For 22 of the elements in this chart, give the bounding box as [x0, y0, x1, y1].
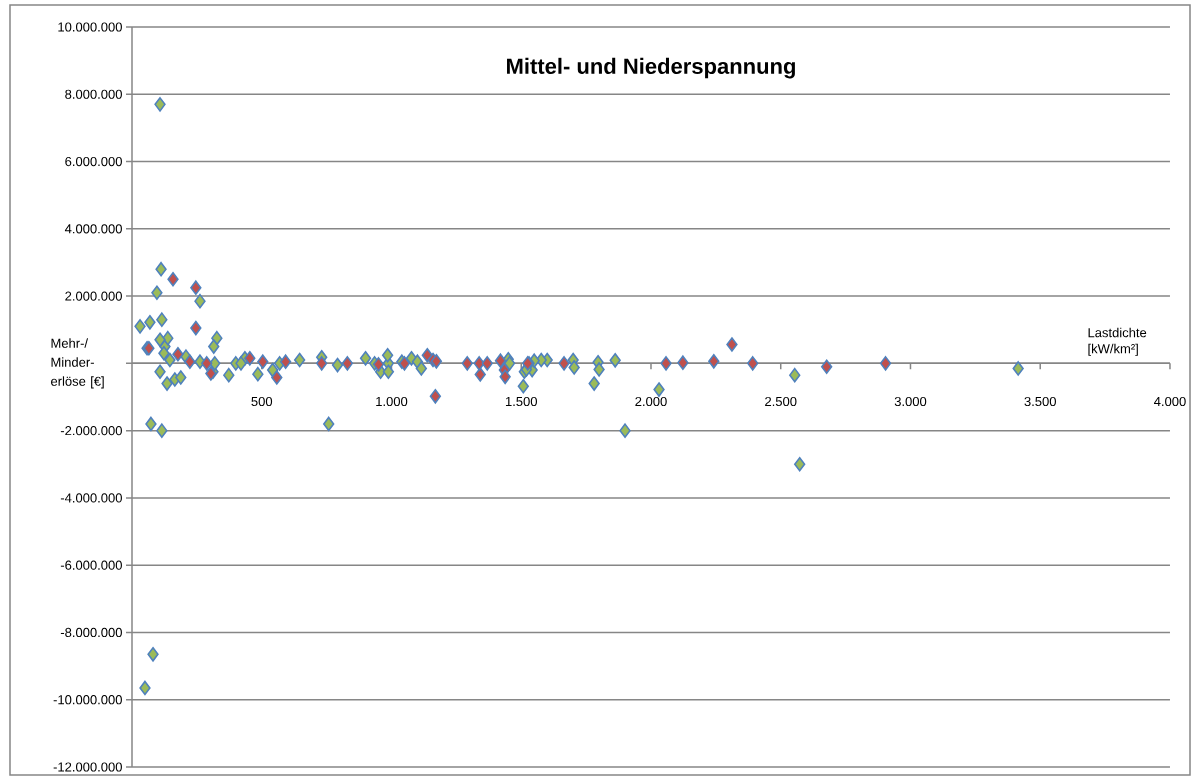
- x-tick-label: 3.500: [1024, 396, 1056, 407]
- y-tick-label: -12.000.000: [53, 762, 122, 772]
- x-tick-label: 1.000: [376, 396, 408, 407]
- y-tick-label: -10.000.000: [53, 695, 122, 705]
- y-axis-title: Mehr-/ Minder-erlöse [€]: [51, 338, 104, 389]
- x-tick-label: 2.500: [765, 396, 797, 407]
- y-tick-label: 4.000.000: [64, 224, 122, 234]
- x-tick-label: 4.000: [1154, 396, 1186, 407]
- y-tick-label: -8.000.000: [60, 627, 122, 638]
- x-tick-label: 2.000: [635, 396, 667, 407]
- x-tick-label: 3.000: [894, 396, 927, 407]
- y-tick-label: 10.000.000: [58, 22, 122, 32]
- x-tick-label: 1.500: [505, 396, 537, 407]
- y-tick-label: 6.000.000: [65, 156, 122, 167]
- y-tick-label: 2.000.000: [65, 291, 122, 301]
- text: Mittel- und Niederspannung: [507, 57, 795, 79]
- y-tick-label: 8.000.000: [65, 89, 122, 99]
- y-tick-label: -2.000.000: [60, 426, 122, 436]
- y-tick-label: -4.000.000: [60, 493, 122, 503]
- x-axis-title: Lastdichte [kW/km²]: [1088, 327, 1147, 356]
- x-tick-label: 500: [251, 396, 273, 407]
- y-tick-label: -6.000.000: [60, 560, 122, 570]
